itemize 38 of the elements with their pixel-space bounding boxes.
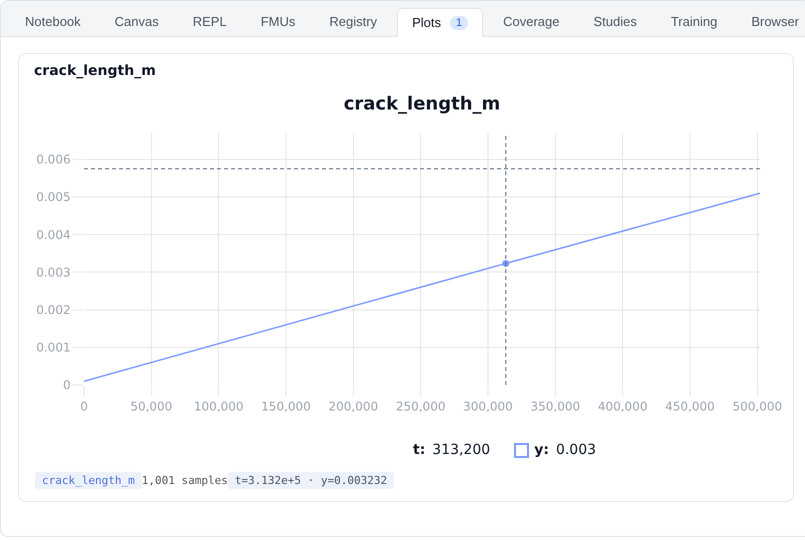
text: crack_length_m (34, 63, 156, 79)
x-tick-label: 0 (80, 399, 88, 414)
x-tick-label: 50,000 (130, 399, 172, 414)
y-tick-label: 0.006 (36, 152, 71, 167)
text: Registry (329, 14, 378, 29)
text: crack_length_m (35, 472, 142, 489)
y-tick-label: 0.003 (36, 265, 71, 280)
y-tick-label: 0.002 (36, 302, 71, 317)
text: t: (413, 442, 426, 458)
x-tick-label: 400,000 (598, 399, 648, 414)
text: Notebook (25, 14, 81, 29)
text: REPL (192, 14, 227, 29)
text: Studies (593, 14, 637, 29)
text: FMUs (260, 14, 296, 29)
y-tick-label: 0.001 (36, 340, 71, 355)
x-tick-label: 250,000 (396, 399, 446, 414)
x-tick-label: 100,000 (194, 399, 244, 414)
chart-title: crack_length_m (344, 93, 500, 114)
text: 1,001 samples (142, 473, 228, 489)
x-tick-label: 150,000 (261, 399, 311, 414)
y-tick-label: 0 (62, 378, 71, 392)
text: 1 (450, 16, 468, 30)
text: t=3.132e+5 · y=0.003232 (228, 472, 394, 489)
text: Training (670, 14, 718, 29)
y-tick-label: 0.005 (36, 190, 71, 204)
text: Coverage (503, 14, 560, 29)
x-tick-label: 500,000 (732, 399, 782, 414)
x-tick-label: 450,000 (665, 399, 715, 414)
legend-label: y: (534, 442, 549, 458)
text: 0.003 (556, 442, 596, 458)
text: Browser (751, 14, 800, 29)
text: 313,200 (432, 442, 490, 458)
text: Canvas (114, 14, 159, 29)
y-tick-label: 0.004 (36, 228, 71, 242)
x-tick-label: 300,000 (463, 399, 513, 414)
text: Plots (412, 15, 441, 30)
x-tick-label: 350,000 (530, 399, 580, 414)
x-tick-label: 200,000 (328, 399, 378, 414)
